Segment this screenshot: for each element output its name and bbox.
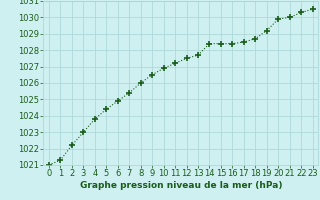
X-axis label: Graphe pression niveau de la mer (hPa): Graphe pression niveau de la mer (hPa) — [80, 181, 282, 190]
